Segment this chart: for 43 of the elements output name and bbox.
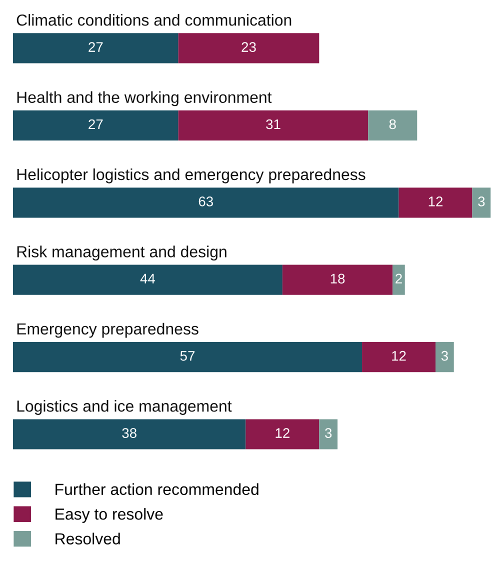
y-tick-label: Logistics and ice management — [17, 400, 232, 415]
bar — [319, 419, 338, 450]
bar — [392, 264, 405, 295]
data-label: 12 — [276, 428, 290, 438]
bar — [436, 342, 454, 372]
data-label: 57 — [180, 351, 195, 361]
y-tick-label: Health and the working environment — [17, 91, 272, 106]
bar — [178, 33, 320, 64]
bar — [472, 188, 491, 218]
bar — [246, 419, 320, 450]
data-label: 63 — [198, 196, 213, 206]
data-label: 12 — [428, 196, 443, 206]
data-label: 3 — [441, 350, 448, 361]
bar — [178, 110, 368, 140]
y-tick-label: Emergency preparedness — [17, 322, 198, 338]
bar — [398, 188, 472, 218]
data-label: 18 — [330, 274, 345, 284]
bar — [368, 110, 418, 140]
legend-label: Further action recommended — [56, 483, 258, 496]
bar — [282, 264, 393, 295]
bar — [13, 264, 282, 295]
data-label: 3 — [478, 196, 485, 206]
data-label: 12 — [392, 350, 406, 361]
data-label: 2 — [396, 274, 402, 284]
bar — [13, 33, 178, 64]
bar — [13, 342, 362, 372]
bar — [13, 110, 178, 140]
data-label: 8 — [389, 119, 396, 130]
legend-label: Resolved — [56, 532, 120, 544]
data-label: 31 — [266, 119, 280, 130]
data-label: 38 — [122, 428, 136, 438]
data-label: 44 — [140, 274, 156, 284]
y-tick-label: Helicopter logistics and emergency preparedness — [17, 168, 366, 184]
legend-label: Easy to resolve — [56, 508, 163, 523]
y-tick-label: Climatic conditions and communication — [16, 14, 292, 26]
bar — [362, 342, 436, 372]
y-tick-label: Risk management and design — [17, 246, 226, 261]
data-label: 23 — [242, 42, 256, 52]
bar — [13, 188, 399, 218]
bar — [13, 419, 246, 450]
data-label: 27 — [88, 119, 103, 130]
data-label: 3 — [325, 428, 332, 438]
data-label: 27 — [88, 42, 103, 52]
